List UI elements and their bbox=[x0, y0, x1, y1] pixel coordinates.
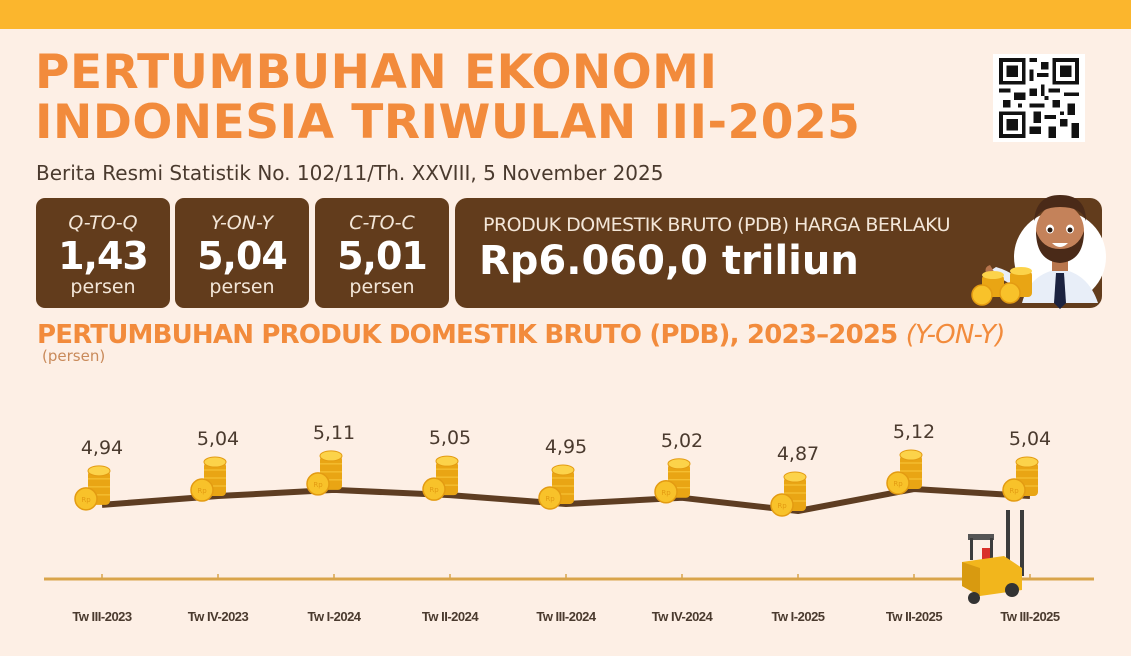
coin-stack-icon: Rp bbox=[1002, 456, 1039, 502]
page-title: PERTUMBUHAN EKONOMI INDONESIA TRIWULAN I… bbox=[35, 48, 860, 148]
stat-label: Q-TO-Q bbox=[68, 212, 138, 234]
stat-unit: persen bbox=[70, 276, 136, 298]
businessman-illustration bbox=[971, 195, 1106, 309]
data-label: 4,95 bbox=[544, 435, 588, 458]
title-line-2: INDONESIA TRIWULAN III-2025 bbox=[35, 95, 861, 150]
top-banner bbox=[0, 0, 1131, 29]
data-label: 5,04 bbox=[1008, 428, 1052, 451]
coin-stack-icon: Rp bbox=[74, 465, 111, 511]
chart-title-main: PERTUMBUHAN PRODUK DOMESTIK BRUTO (PDB),… bbox=[37, 320, 898, 350]
svg-text:Rp: Rp bbox=[893, 480, 903, 488]
stat-label: Y-ON-Y bbox=[210, 212, 274, 234]
stat-card-q-to-q: Q-TO-Q 1,43 persen bbox=[36, 198, 170, 308]
forklift-illustration bbox=[962, 510, 1024, 604]
x-axis-label: Tw III-2025 bbox=[1000, 609, 1060, 624]
chart-unit-label: (persen) bbox=[42, 347, 106, 365]
x-axis-ticks bbox=[101, 574, 1031, 579]
coin-stack-icon: Rp bbox=[538, 464, 575, 510]
pdb-label: PRODUK DOMESTIK BRUTO (PDB) HARGA BERLAK… bbox=[483, 214, 951, 236]
svg-text:Rp: Rp bbox=[661, 489, 671, 497]
x-axis-label: Tw III-2024 bbox=[536, 609, 596, 624]
chart-title-suffix: (Y-ON-Y) bbox=[905, 320, 1006, 350]
data-label: 5,12 bbox=[892, 421, 936, 443]
svg-text:Rp: Rp bbox=[1009, 487, 1019, 495]
x-axis-label: Tw IV-2023 bbox=[187, 609, 249, 624]
svg-text:Rp: Rp bbox=[313, 481, 323, 489]
svg-text:Rp: Rp bbox=[429, 486, 439, 494]
svg-text:Rp: Rp bbox=[197, 487, 207, 495]
stat-card-y-on-y: Y-ON-Y 5,04 persen bbox=[175, 198, 309, 308]
svg-text:Rp: Rp bbox=[545, 495, 555, 503]
data-label: 5,05 bbox=[428, 427, 472, 450]
x-axis-label: Tw III-2023 bbox=[72, 609, 132, 624]
chart-canvas: Rp Rp Rp Rp Rp Rp Rp Rp Rp bbox=[44, 449, 1094, 604]
data-label: 5,04 bbox=[196, 428, 240, 451]
coin-stack-icon: Rp bbox=[886, 449, 923, 495]
stat-unit: persen bbox=[349, 276, 415, 298]
coin-stack-icon: Rp bbox=[654, 458, 691, 504]
svg-text:Rp: Rp bbox=[777, 502, 787, 510]
data-label: 4,94 bbox=[80, 436, 124, 459]
coin-markers: Rp Rp Rp Rp Rp Rp Rp Rp Rp bbox=[74, 449, 1039, 517]
stat-label: C-TO-C bbox=[349, 212, 415, 234]
coin-stack-icon: Rp bbox=[306, 450, 343, 496]
x-axis-label: Tw IV-2024 bbox=[651, 609, 713, 624]
stat-value: 5,04 bbox=[197, 234, 288, 278]
pdb-value: Rp6.060,0 triliun bbox=[479, 238, 859, 284]
stat-value: 5,01 bbox=[337, 234, 428, 278]
coin-stack-icon: Rp bbox=[770, 471, 807, 517]
release-subtitle: Berita Resmi Statistik No. 102/11/Th. XX… bbox=[36, 161, 664, 185]
x-axis-label: Tw I-2024 bbox=[307, 609, 361, 624]
gdp-line-chart: Rp Rp Rp Rp Rp Rp Rp Rp Rp 4,94 5,04 5,11 5,05 4,95 5… bbox=[0, 380, 1131, 656]
svg-text:Rp: Rp bbox=[81, 496, 91, 504]
coin-stack-icon: Rp bbox=[422, 455, 459, 501]
stat-card-c-to-c: C-TO-C 5,01 persen bbox=[315, 198, 449, 308]
pdb-card: PRODUK DOMESTIK BRUTO (PDB) HARGA BERLAK… bbox=[455, 198, 1102, 308]
title-line-1: PERTUMBUHAN EKONOMI bbox=[35, 45, 718, 100]
x-axis-label: Tw II-2024 bbox=[421, 609, 479, 624]
x-axis-label: Tw I-2025 bbox=[771, 609, 825, 624]
stat-unit: persen bbox=[209, 276, 275, 298]
stat-value: 1,43 bbox=[58, 234, 149, 278]
qr-code-icon[interactable] bbox=[993, 54, 1085, 142]
x-axis-label: Tw II-2025 bbox=[885, 609, 943, 624]
data-label: 4,87 bbox=[776, 443, 820, 465]
chart-title: PERTUMBUHAN PRODUK DOMESTIK BRUTO (PDB),… bbox=[37, 320, 1005, 350]
coin-stack-icon: Rp bbox=[190, 456, 227, 502]
data-label: 5,11 bbox=[312, 421, 356, 444]
data-label: 5,02 bbox=[660, 429, 704, 452]
